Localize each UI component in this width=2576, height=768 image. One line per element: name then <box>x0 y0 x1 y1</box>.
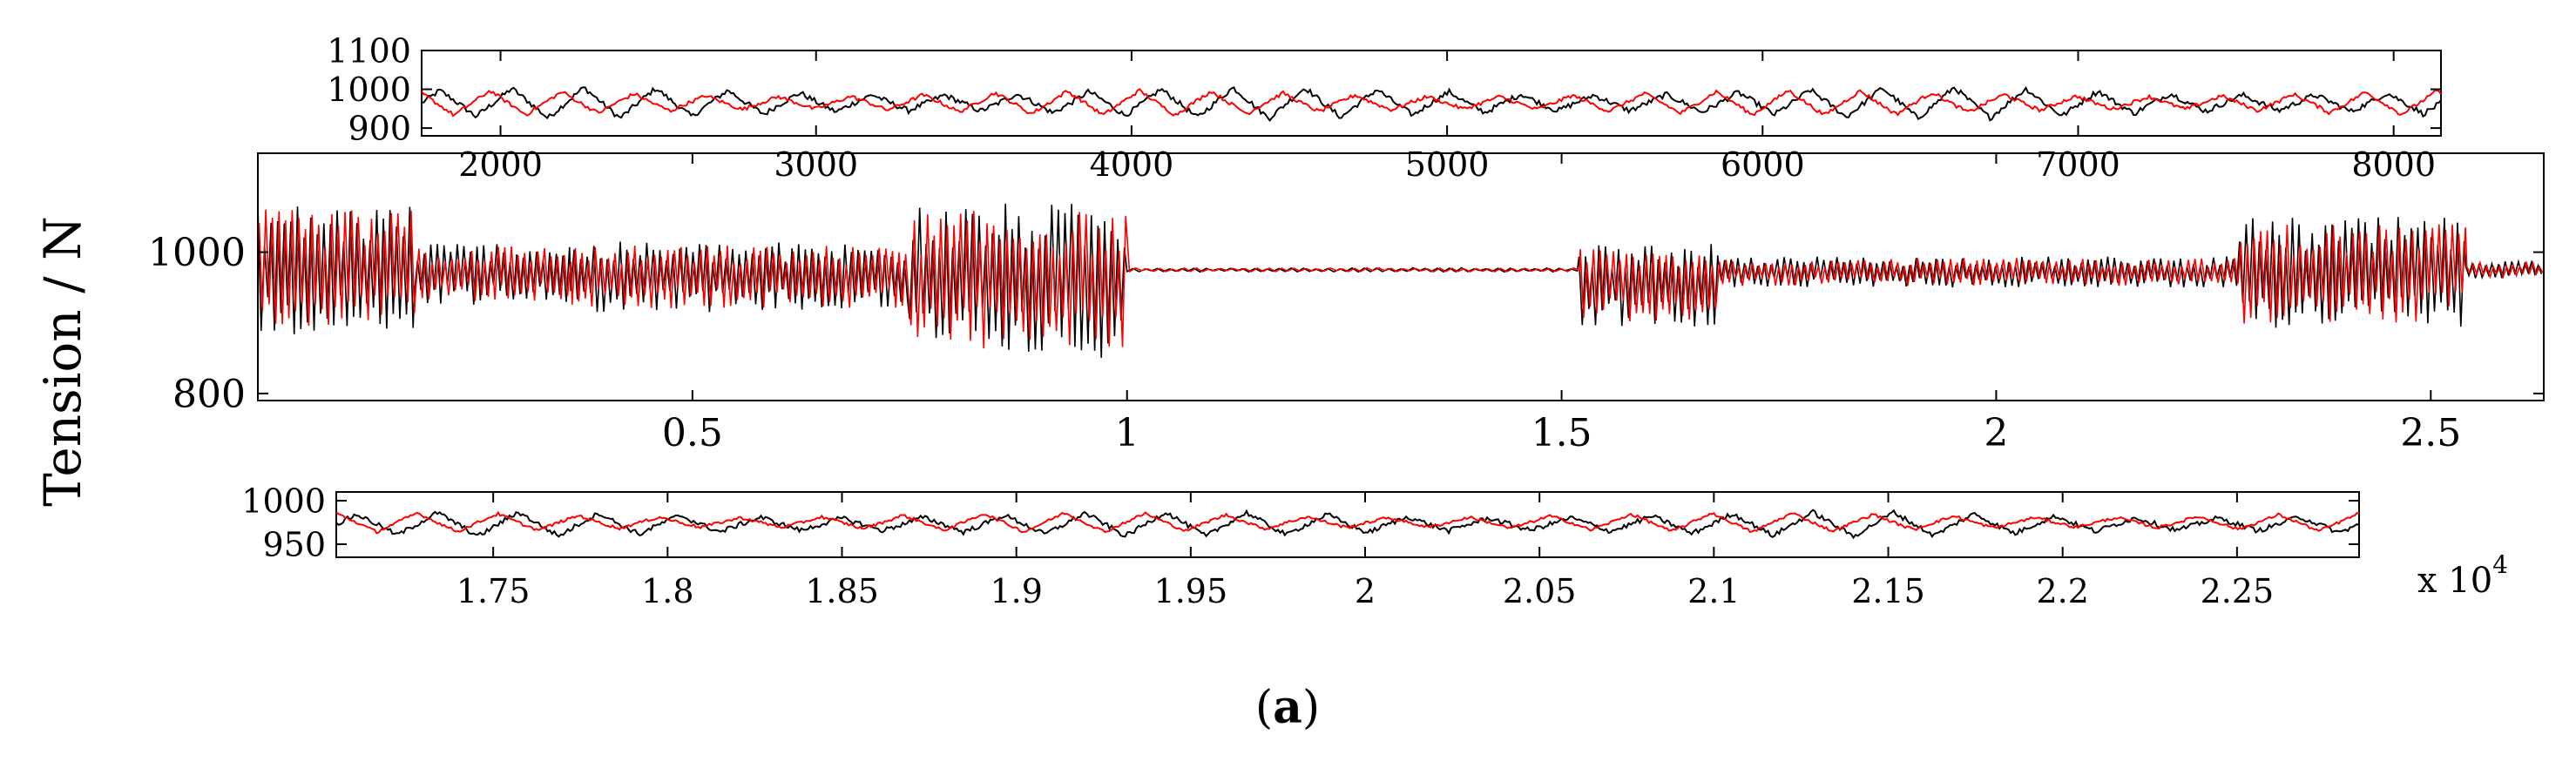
bottom-zoom-series-group <box>335 509 2360 540</box>
figure-caption: (a) <box>1255 681 1320 734</box>
bottom-zoom-xtick-label: 1.9 <box>990 572 1042 610</box>
main-xtick-label: 2.5 <box>2400 411 2461 455</box>
bottom-zoom-xtick-label: 1.8 <box>641 572 693 610</box>
top-zoom-series-measured <box>421 85 2442 122</box>
main-ytick-label: 800 <box>172 372 246 416</box>
main-xtick-label: 1.5 <box>1531 411 1592 455</box>
top-zoom-ytick-label: 900 <box>348 109 411 147</box>
bottom-zoom-xtick-label: 1.75 <box>456 572 531 610</box>
top-zoom-xtick-label: 6000 <box>1721 145 1805 184</box>
main-xtick-label: 0.5 <box>662 411 723 455</box>
bottom-zoom-xtick-label: 2.1 <box>1687 572 1740 610</box>
main-ytick-label: 1000 <box>148 231 246 275</box>
bottom-zoom-series-measured <box>335 509 2360 540</box>
top-zoom-series-predicted <box>421 88 2442 118</box>
main-series-predicted <box>258 209 2544 349</box>
y-axis-label: Tension / N <box>33 216 92 507</box>
bottom-zoom-xtick-label: 2.2 <box>2036 572 2088 610</box>
main-ticks: 0.5 1 1.5 2 2.5 800 1000 <box>148 153 2544 455</box>
caption-letter: a <box>1273 681 1302 734</box>
bottom-zoom-xtick-label: 1.95 <box>1154 572 1228 610</box>
bottom-zoom-ytick-label: 950 <box>262 525 326 563</box>
main-xtick-label: 2 <box>1984 411 2008 455</box>
bottom-zoom-xtick-label: 2.05 <box>1503 572 1577 610</box>
bottom-zoom-panel: 1.75 1.8 1.85 1.9 1.95 2 2.05 2.1 2.15 2.2 2.25 950… <box>241 482 2360 610</box>
top-zoom-xtick-label: 3000 <box>774 145 858 184</box>
top-zoom-xtick-label: 2000 <box>458 145 543 184</box>
bottom-zoom-ytick-label: 1000 <box>241 482 326 520</box>
top-zoom-ytick-label: 1000 <box>327 71 411 109</box>
main-xtick-label: 1 <box>1115 411 1139 455</box>
main-frame <box>257 152 2545 401</box>
x-exponent-power: 4 <box>2492 550 2508 579</box>
x-exponent-prefix: x 10 <box>2417 561 2492 601</box>
top-zoom-series-group <box>421 85 2442 122</box>
bottom-zoom-xtick-label: 2.15 <box>1851 572 1925 610</box>
bottom-zoom-ticks: 1.75 1.8 1.85 1.9 1.95 2 2.05 2.1 2.15 2.2 2.25 950… <box>241 482 2359 610</box>
bottom-zoom-xtick-label: 2.25 <box>2201 572 2275 610</box>
top-zoom-xtick-label: 8000 <box>2351 145 2436 184</box>
main-panel: 0.5 1 1.5 2 2.5 800 1000 <box>148 152 2545 455</box>
top-zoom-xtick-label: 7000 <box>2036 145 2120 184</box>
bottom-zoom-xtick-label: 1.85 <box>805 572 879 610</box>
top-zoom-ytick-label: 1100 <box>327 31 411 70</box>
caption-close-paren: ) <box>1302 682 1320 734</box>
main-series-measured <box>257 203 2543 358</box>
main-series-group <box>257 203 2544 358</box>
caption-open-paren: ( <box>1255 682 1273 734</box>
bottom-zoom-series-predicted <box>335 510 2360 535</box>
bottom-zoom-xtick-label: 2 <box>1355 572 1376 610</box>
top-zoom-xtick-label: 5000 <box>1405 145 1490 184</box>
top-zoom-xtick-label: 4000 <box>1090 145 1174 184</box>
x-exponent-label: x 104 <box>2417 550 2508 601</box>
